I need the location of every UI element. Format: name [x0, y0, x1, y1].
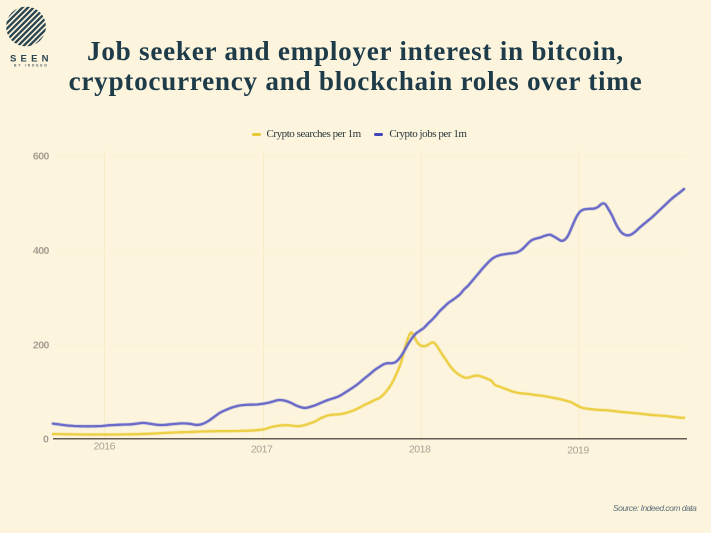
svg-text:BY INDEED: BY INDEED: [14, 64, 49, 68]
svg-text:2016: 2016: [94, 441, 116, 453]
svg-text:2018: 2018: [409, 443, 431, 455]
svg-text:2017: 2017: [251, 443, 273, 455]
svg-text:0: 0: [43, 433, 49, 445]
svg-text:600: 600: [33, 151, 50, 163]
svg-text:SEEN: SEEN: [10, 54, 53, 65]
svg-text:2019: 2019: [567, 445, 589, 457]
svg-text:200: 200: [33, 339, 50, 351]
svg-text:400: 400: [33, 245, 50, 257]
